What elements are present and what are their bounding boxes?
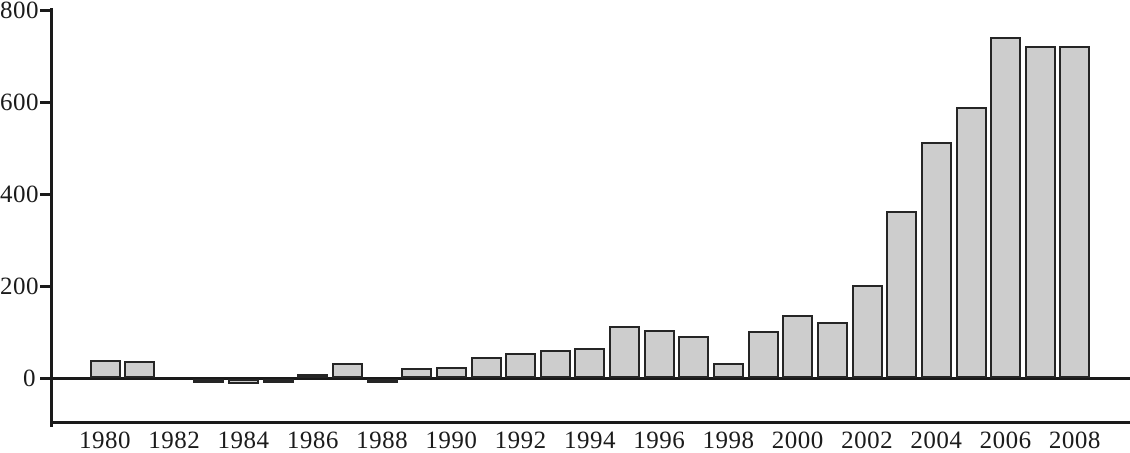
bar-2000 bbox=[782, 314, 814, 378]
bar-1997 bbox=[678, 335, 710, 378]
zero-baseline bbox=[50, 376, 1130, 380]
x-tick-label-2000: 2000 bbox=[771, 427, 824, 453]
y-tick-label-400: 400 bbox=[0, 181, 39, 208]
x-tick-label-1984: 1984 bbox=[217, 427, 270, 453]
bar-1981 bbox=[124, 361, 156, 378]
bar-1986 bbox=[297, 374, 329, 379]
y-axis-line bbox=[50, 8, 53, 427]
x-tick-label-2008: 2008 bbox=[1048, 427, 1101, 453]
bar-1994 bbox=[574, 347, 606, 378]
bar-1993 bbox=[539, 350, 571, 378]
bar-2007 bbox=[1024, 45, 1056, 378]
bar-1980 bbox=[89, 359, 121, 378]
bar-2001 bbox=[816, 321, 848, 378]
y-tick-0 bbox=[40, 376, 53, 380]
y-tick-400 bbox=[40, 192, 53, 196]
x-tick-label-1992: 1992 bbox=[494, 427, 547, 453]
y-tick-label-800: 800 bbox=[0, 0, 39, 24]
x-tick-label-1998: 1998 bbox=[702, 427, 755, 453]
bar-2008 bbox=[1059, 45, 1091, 378]
bar-1995 bbox=[609, 326, 641, 378]
y-tick-label-200: 200 bbox=[0, 273, 39, 300]
bar-2003 bbox=[886, 211, 918, 378]
x-tick-label-2004: 2004 bbox=[910, 427, 963, 453]
x-tick-label-1988: 1988 bbox=[356, 427, 409, 453]
bar-1983 bbox=[193, 379, 225, 383]
bottom-frame-line bbox=[50, 420, 1130, 424]
bar-2002 bbox=[851, 285, 883, 378]
bar-1999 bbox=[747, 330, 779, 378]
y-tick-600 bbox=[40, 100, 53, 104]
bar-1987 bbox=[331, 362, 363, 378]
x-tick-label-1980: 1980 bbox=[79, 427, 131, 453]
bar-1984 bbox=[228, 379, 260, 384]
x-tick-label-1994: 1994 bbox=[563, 427, 616, 453]
bar-1985 bbox=[262, 379, 294, 383]
x-tick-label-1982: 1982 bbox=[148, 427, 201, 453]
bar-1996 bbox=[643, 329, 675, 378]
x-tick-label-1990: 1990 bbox=[425, 427, 478, 453]
bar-1992 bbox=[505, 352, 537, 378]
x-tick-label-2002: 2002 bbox=[841, 427, 894, 453]
x-tick-label-1996: 1996 bbox=[633, 427, 686, 453]
y-tick-label-600: 600 bbox=[0, 89, 39, 116]
bar-1998 bbox=[713, 363, 745, 378]
bar-1991 bbox=[470, 357, 502, 378]
bar-1990 bbox=[435, 367, 467, 378]
bar-1989 bbox=[401, 367, 433, 378]
y-tick-200 bbox=[40, 284, 53, 288]
y-tick-label-0: 0 bbox=[23, 365, 36, 392]
bar-1988 bbox=[366, 379, 398, 383]
bar-2005 bbox=[955, 106, 987, 378]
x-tick-label-2006: 2006 bbox=[979, 427, 1032, 453]
y-tick-800 bbox=[40, 8, 53, 12]
x-tick-label-1986: 1986 bbox=[286, 427, 339, 453]
bar-2004 bbox=[920, 142, 952, 378]
bar-2006 bbox=[990, 36, 1022, 378]
